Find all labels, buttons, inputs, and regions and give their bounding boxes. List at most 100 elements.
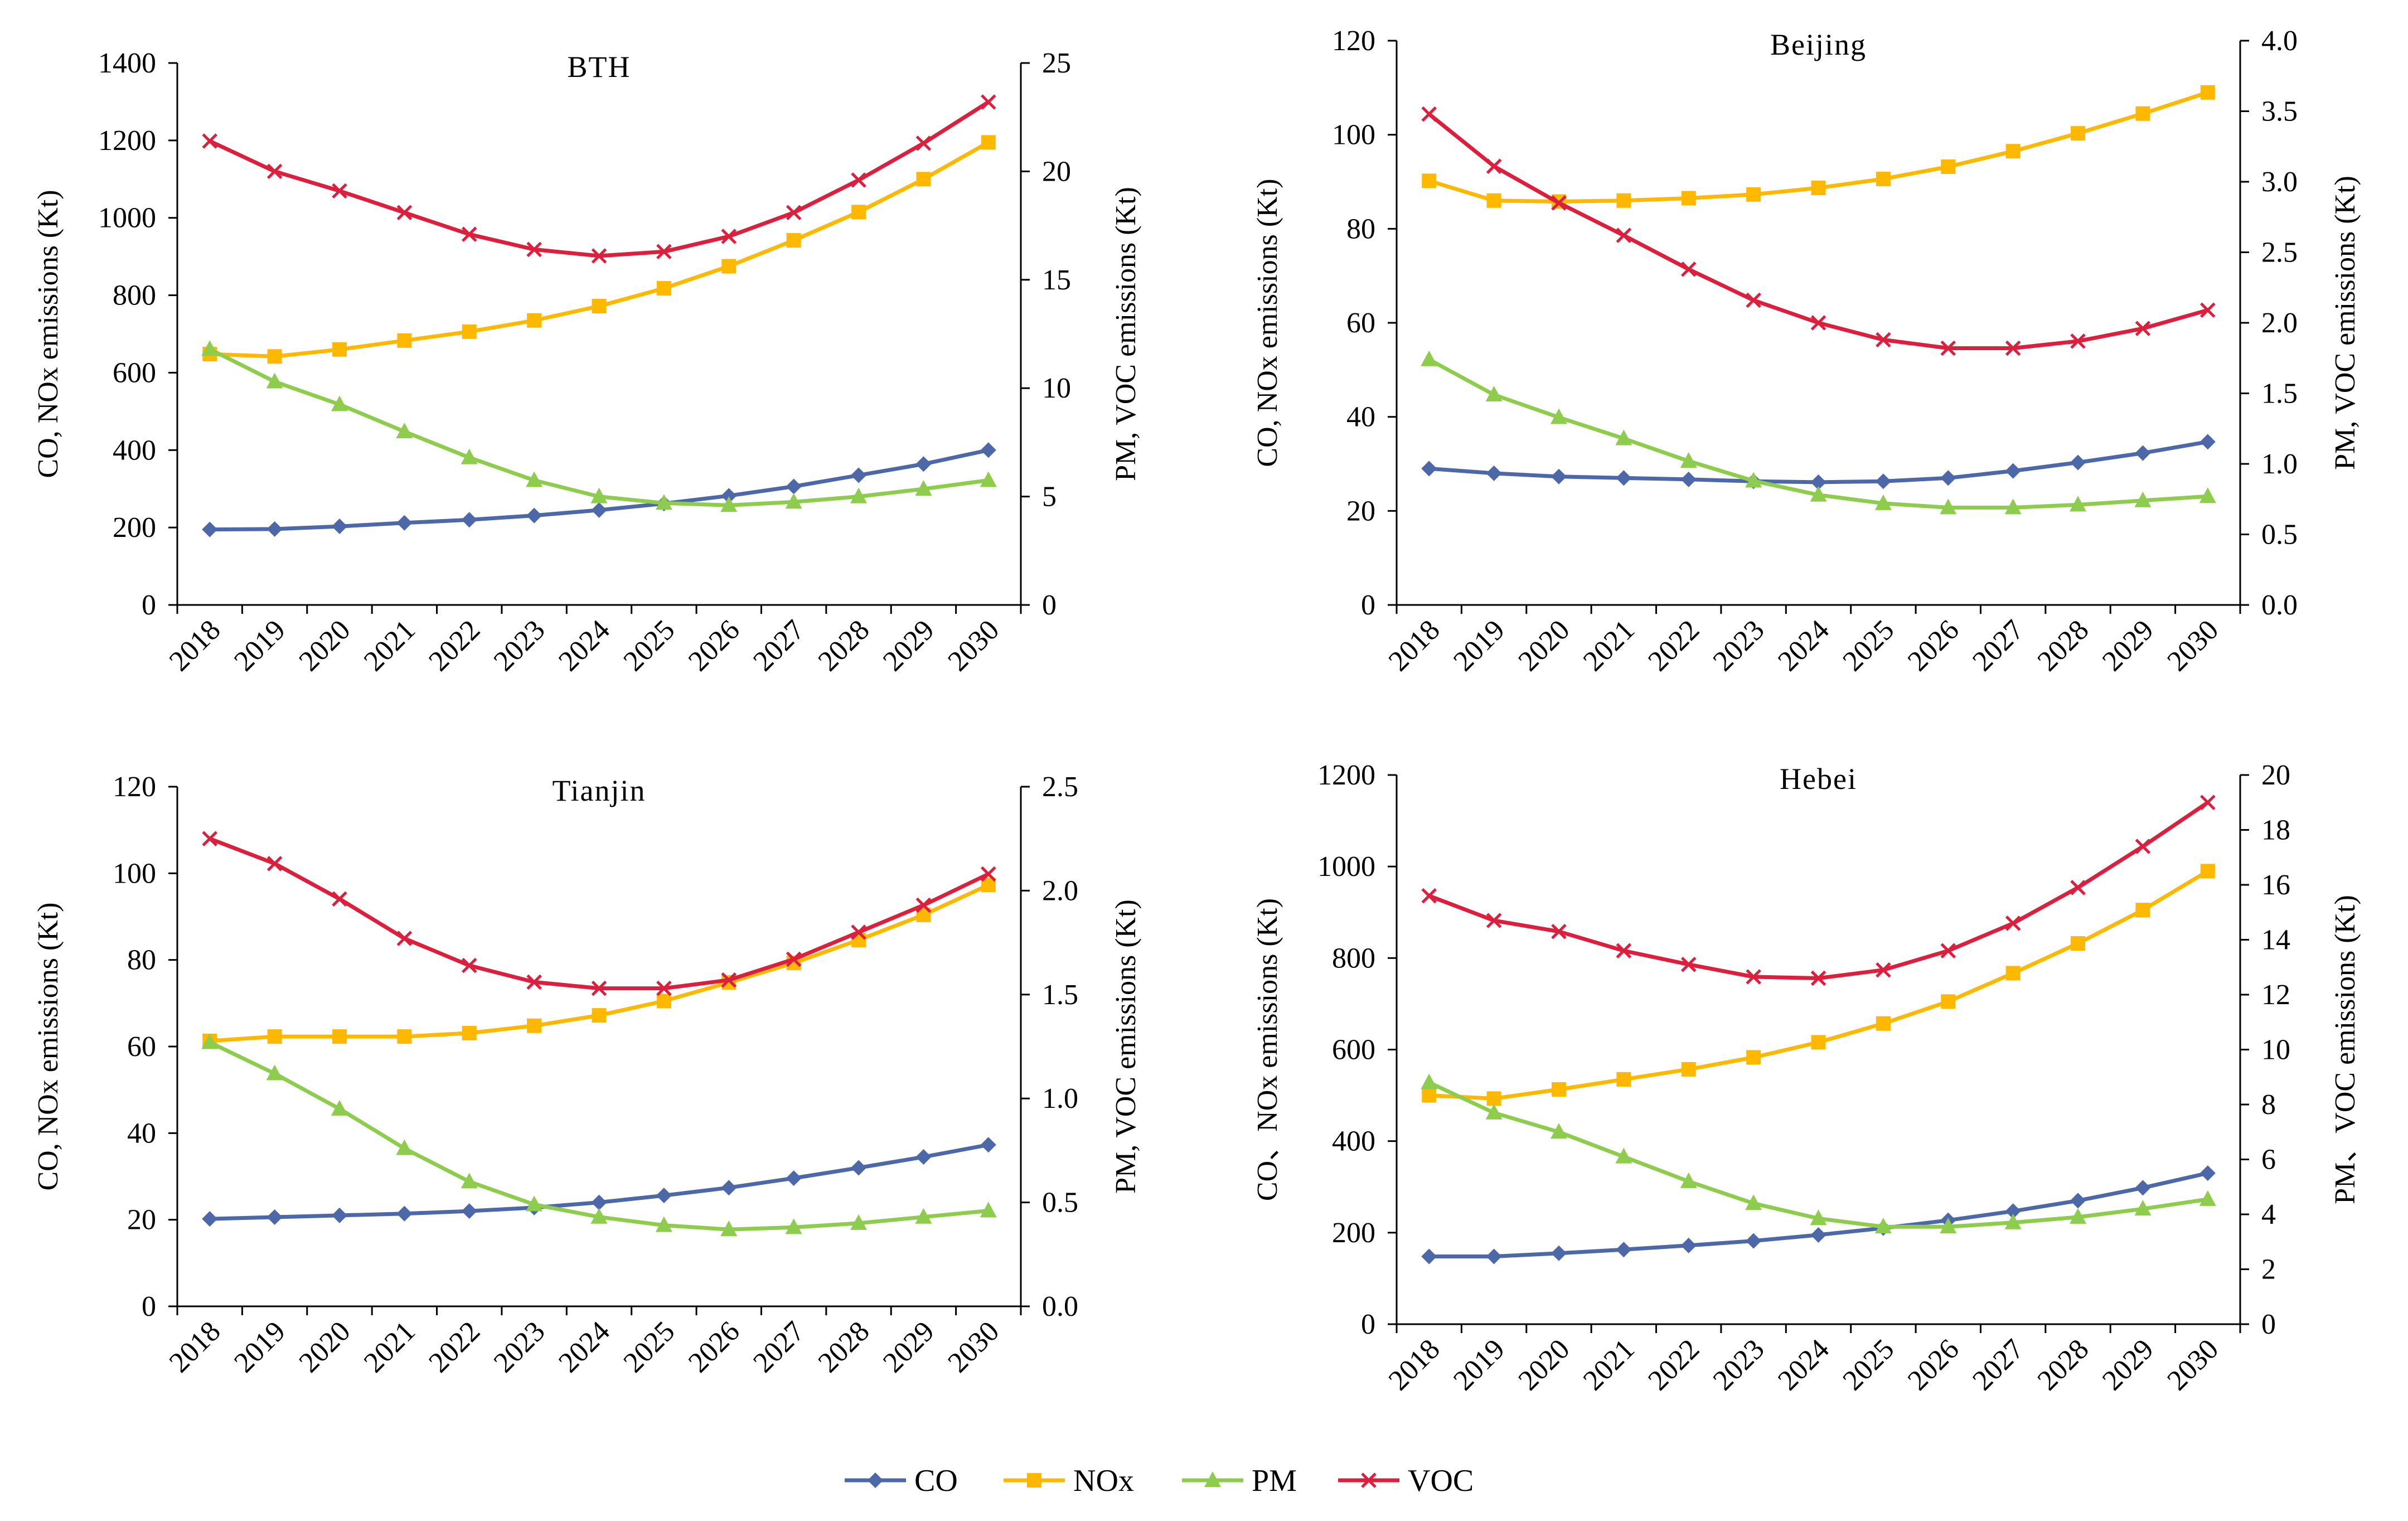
data-point-voc-stroke-b <box>461 226 477 242</box>
data-point-voc-stroke-b <box>1486 913 1502 928</box>
right-tick-label: 2.5 <box>1042 771 1078 803</box>
data-point-pm <box>1615 1147 1632 1164</box>
data-point-pm <box>2004 498 2022 515</box>
data-point-voc <box>461 957 477 973</box>
legend-item-co: CO <box>845 1464 958 1498</box>
data-point-nox <box>1616 193 1631 208</box>
data-point-voc <box>526 241 542 258</box>
data-point-pm <box>590 1208 608 1224</box>
data-point-voc-stroke-b <box>396 205 413 221</box>
data-point-nox <box>462 324 477 339</box>
series-co <box>202 1137 996 1227</box>
data-point-voc-stroke-b <box>981 866 996 882</box>
right-tick-label: 15 <box>1042 264 1071 296</box>
right-tick-label: 6 <box>2261 1144 2276 1176</box>
right-tick-label: 4.0 <box>2261 25 2298 57</box>
data-point-voc-stroke-b <box>915 897 932 913</box>
data-point-voc <box>1810 970 1826 986</box>
data-point-voc <box>1940 340 1956 356</box>
right-tick-label: 1.5 <box>2261 378 2298 410</box>
data-point-co <box>915 1149 932 1165</box>
data-point-pm <box>396 1139 413 1155</box>
data-point-voc <box>1810 315 1826 331</box>
data-point-co <box>396 515 413 531</box>
series-voc <box>202 831 996 996</box>
data-point-nox <box>1876 171 1891 186</box>
data-point-pm <box>850 487 868 503</box>
data-point-co <box>1616 1242 1632 1258</box>
series-co <box>202 442 996 537</box>
data-point-co <box>1680 471 1697 487</box>
data-point-voc <box>1421 888 1437 904</box>
data-point-co <box>851 1160 867 1176</box>
data-point-voc <box>1616 227 1632 243</box>
data-point-pm <box>785 1218 802 1234</box>
legend-swatch-marker <box>1027 1473 1041 1488</box>
left-tick-label: 120 <box>113 771 156 803</box>
data-point-voc <box>396 205 413 221</box>
data-point-co <box>1810 474 1826 490</box>
data-point-voc <box>851 172 866 188</box>
data-point-co <box>2070 1193 2086 1209</box>
data-point-voc-stroke-b <box>591 980 607 996</box>
data-point-voc <box>721 972 737 988</box>
left-tick-label: 200 <box>113 512 156 544</box>
data-point-nox <box>2005 966 2021 981</box>
data-point-voc-stroke-b <box>1616 943 1632 958</box>
data-point-voc <box>267 163 283 180</box>
series-nox <box>1422 864 2215 1106</box>
data-point-voc-stroke-b <box>981 94 996 110</box>
left-tick-label: 80 <box>1346 213 1375 245</box>
data-point-co <box>1680 1237 1697 1253</box>
data-point-voc-stroke-b <box>1746 292 1761 308</box>
data-point-voc-stroke-b <box>1876 332 1891 348</box>
data-point-pm <box>201 340 219 356</box>
left-tick-label: 800 <box>113 280 156 312</box>
panel-title: Hebei <box>1780 762 1857 796</box>
panel-title: Tianjin <box>552 774 646 807</box>
data-point-co <box>1551 468 1567 485</box>
legend-item-pm: PM <box>1182 1464 1297 1498</box>
right-tick-label: 25 <box>1042 47 1071 79</box>
legend-label: VOC <box>1408 1464 1474 1498</box>
data-point-pm <box>1874 494 1892 510</box>
data-point-nox <box>2005 144 2021 159</box>
data-point-co <box>2070 454 2086 471</box>
data-point-nox <box>1486 1091 1501 1106</box>
data-point-pm <box>1680 452 1697 468</box>
left-axis-title: CO, NOx emissions (Kt) <box>32 902 64 1190</box>
data-point-co <box>1421 1248 1437 1265</box>
data-point-co <box>1486 1248 1502 1265</box>
data-point-co <box>980 1137 996 1153</box>
left-tick-label: 60 <box>1346 307 1375 339</box>
right-tick-label: 0.5 <box>2261 519 2298 551</box>
data-point-pm <box>1745 472 1762 488</box>
data-point-voc-stroke-b <box>786 205 802 221</box>
data-point-voc-stroke-b <box>526 974 542 990</box>
data-point-voc-stroke-b <box>396 931 413 946</box>
right-tick-label: 12 <box>2261 979 2290 1011</box>
panel-title: BTH <box>568 50 631 84</box>
data-point-nox <box>1941 159 1956 175</box>
right-tick-label: 10 <box>1042 372 1071 404</box>
data-point-pm <box>526 471 543 487</box>
data-point-nox <box>332 342 347 357</box>
series-pm <box>201 340 997 512</box>
data-point-voc <box>1876 332 1891 348</box>
data-point-pm <box>2070 496 2087 512</box>
legend-swatch-marker-stroke-b <box>1361 1472 1377 1488</box>
data-point-nox <box>1422 1088 1437 1103</box>
data-point-voc-stroke-b <box>461 957 477 973</box>
data-point-pm <box>1810 486 1827 502</box>
left-tick-label: 100 <box>1332 119 1375 151</box>
data-point-voc <box>2005 915 2021 931</box>
left-tick-label: 600 <box>113 357 156 389</box>
data-point-co <box>591 502 607 518</box>
data-point-pm <box>331 1099 348 1116</box>
legend: CO NOx PM VOC <box>845 1464 1474 1498</box>
data-point-nox <box>592 299 607 314</box>
legend-label: PM <box>1252 1464 1297 1498</box>
data-point-pm <box>526 1195 543 1212</box>
data-point-pm <box>915 1208 932 1224</box>
left-axis-title: CO, NOx emissions (Kt) <box>1252 178 1283 467</box>
